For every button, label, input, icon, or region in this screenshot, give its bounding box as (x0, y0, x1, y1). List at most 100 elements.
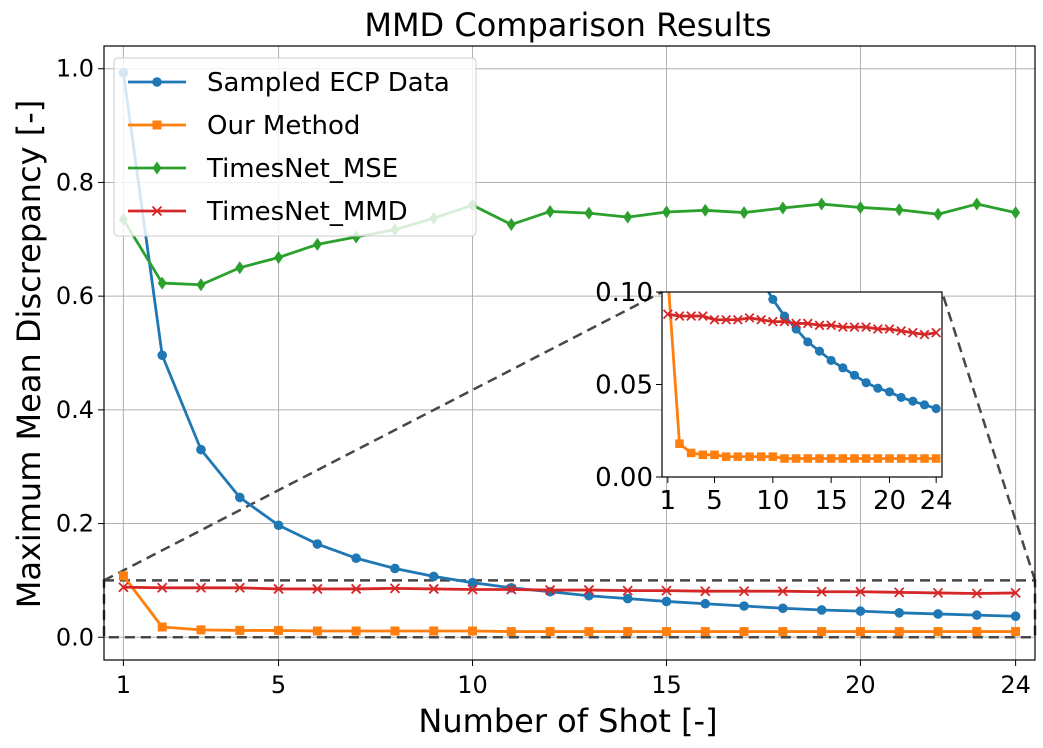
data-point (428, 583, 439, 595)
data-point (351, 583, 362, 595)
legend-entry-sampled-ecp-data: Sampled ECP Data (128, 68, 450, 98)
zoom-indicator (102, 290, 1037, 639)
data-point (700, 586, 711, 597)
inset-data-point (838, 363, 848, 373)
inset-data-point (873, 383, 883, 393)
data-point (312, 539, 323, 549)
data-point (545, 586, 555, 597)
y-tick-label: 0.8 (56, 168, 94, 196)
inset-data-point (709, 314, 720, 325)
data-point (855, 606, 866, 616)
inset-series-line (667, 312, 937, 336)
inset-series-timesnet-mmd (662, 309, 942, 340)
y-axis-label: Maximum Mean Discrepancy [-] (10, 100, 48, 609)
data-point (196, 625, 206, 635)
data-point (932, 587, 944, 599)
inset-data-point (931, 454, 941, 463)
data-point (389, 583, 401, 594)
inset-series (662, 292, 942, 463)
x-tick-label: 15 (651, 671, 682, 699)
data-point (894, 627, 904, 637)
data-point (855, 586, 866, 597)
data-point (157, 582, 168, 593)
inset-x-tick-label: 15 (815, 486, 848, 516)
inset-data-point (710, 450, 719, 460)
data-point (855, 627, 865, 637)
series-our-method (118, 571, 1021, 637)
y-tick-label: 0.2 (56, 510, 94, 538)
inset-x-tick-label: 1 (660, 486, 677, 516)
legend-label: Sampled ECP Data (207, 68, 450, 98)
inset-data-point (931, 327, 942, 338)
inset-data-point (837, 322, 848, 333)
data-point (933, 627, 943, 637)
x-tick-label: 20 (845, 671, 876, 699)
data-point (274, 250, 284, 264)
inset-data-point (686, 311, 697, 321)
zoom-connector-left (103, 290, 663, 582)
legend-marker (152, 161, 162, 175)
zoom-region-box (102, 579, 1037, 639)
data-point (778, 603, 788, 614)
data-point (467, 584, 478, 595)
data-point (738, 586, 750, 597)
inset-data-point (756, 452, 766, 461)
data-point (971, 588, 982, 599)
data-point (933, 207, 943, 221)
data-point (312, 626, 322, 636)
data-point (429, 626, 439, 636)
y-tick-label: 0.0 (56, 623, 94, 651)
legend-box (113, 57, 477, 237)
inset-data-point (885, 454, 894, 463)
data-point (118, 582, 129, 593)
legend: Sampled ECP Data Our Method TimesNet_MSE Ti… (113, 57, 477, 237)
inset-data-point (919, 329, 930, 340)
inset-y-tick-label: 0.10 (595, 278, 653, 308)
inset-data-point (896, 392, 906, 403)
x-tick-label: 5 (271, 671, 286, 699)
inset-zoom-plot: 1 5 10 15 20 24 0.00 0.05 0.10 (595, 278, 953, 516)
legend-label: TimesNet_MMD (206, 197, 408, 227)
inset-data-point (744, 312, 755, 323)
inset-data-point (697, 311, 708, 321)
data-point (157, 622, 167, 632)
inset-data-point (768, 294, 778, 304)
data-point (545, 204, 555, 218)
inset-background (662, 292, 942, 477)
series-line (122, 575, 1016, 633)
data-point (312, 237, 322, 251)
legend-entry-timesnet-mmd: TimesNet_MMD (128, 197, 408, 227)
inset-data-point (861, 322, 872, 333)
data-point (700, 203, 710, 217)
data-point (506, 218, 516, 232)
inset-x-tick-label: 20 (873, 486, 906, 516)
inset-data-point (920, 454, 929, 463)
data-point (506, 584, 517, 595)
inset-data-point (686, 448, 696, 458)
inset-data-point (675, 439, 684, 448)
y-tick-label: 0.4 (56, 396, 94, 424)
data-point (1010, 587, 1021, 599)
inset-series-our-method (667, 292, 941, 463)
inset-x-tick-label: 24 (920, 486, 953, 516)
inset-data-point (872, 324, 883, 334)
inset-data-point (803, 454, 813, 463)
inset-data-point (861, 454, 871, 463)
data-point (661, 627, 671, 637)
chart-title: MMD Comparison Results (364, 6, 771, 44)
inset-data-point (791, 318, 802, 329)
data-point (622, 585, 633, 596)
inset-data-point (745, 452, 754, 461)
main-plot-frame (103, 45, 1036, 661)
data-point (817, 627, 827, 637)
inset-data-point (802, 318, 813, 329)
zoom-connector-right (940, 291, 1037, 581)
inset-data-point (931, 403, 941, 414)
x-tick-label: 10 (457, 671, 488, 699)
inset-data-point (732, 314, 743, 325)
data-point (273, 583, 284, 595)
data-point (157, 350, 167, 361)
data-point (468, 626, 478, 636)
series-line (122, 202, 1016, 287)
inset-data-point (849, 370, 860, 380)
